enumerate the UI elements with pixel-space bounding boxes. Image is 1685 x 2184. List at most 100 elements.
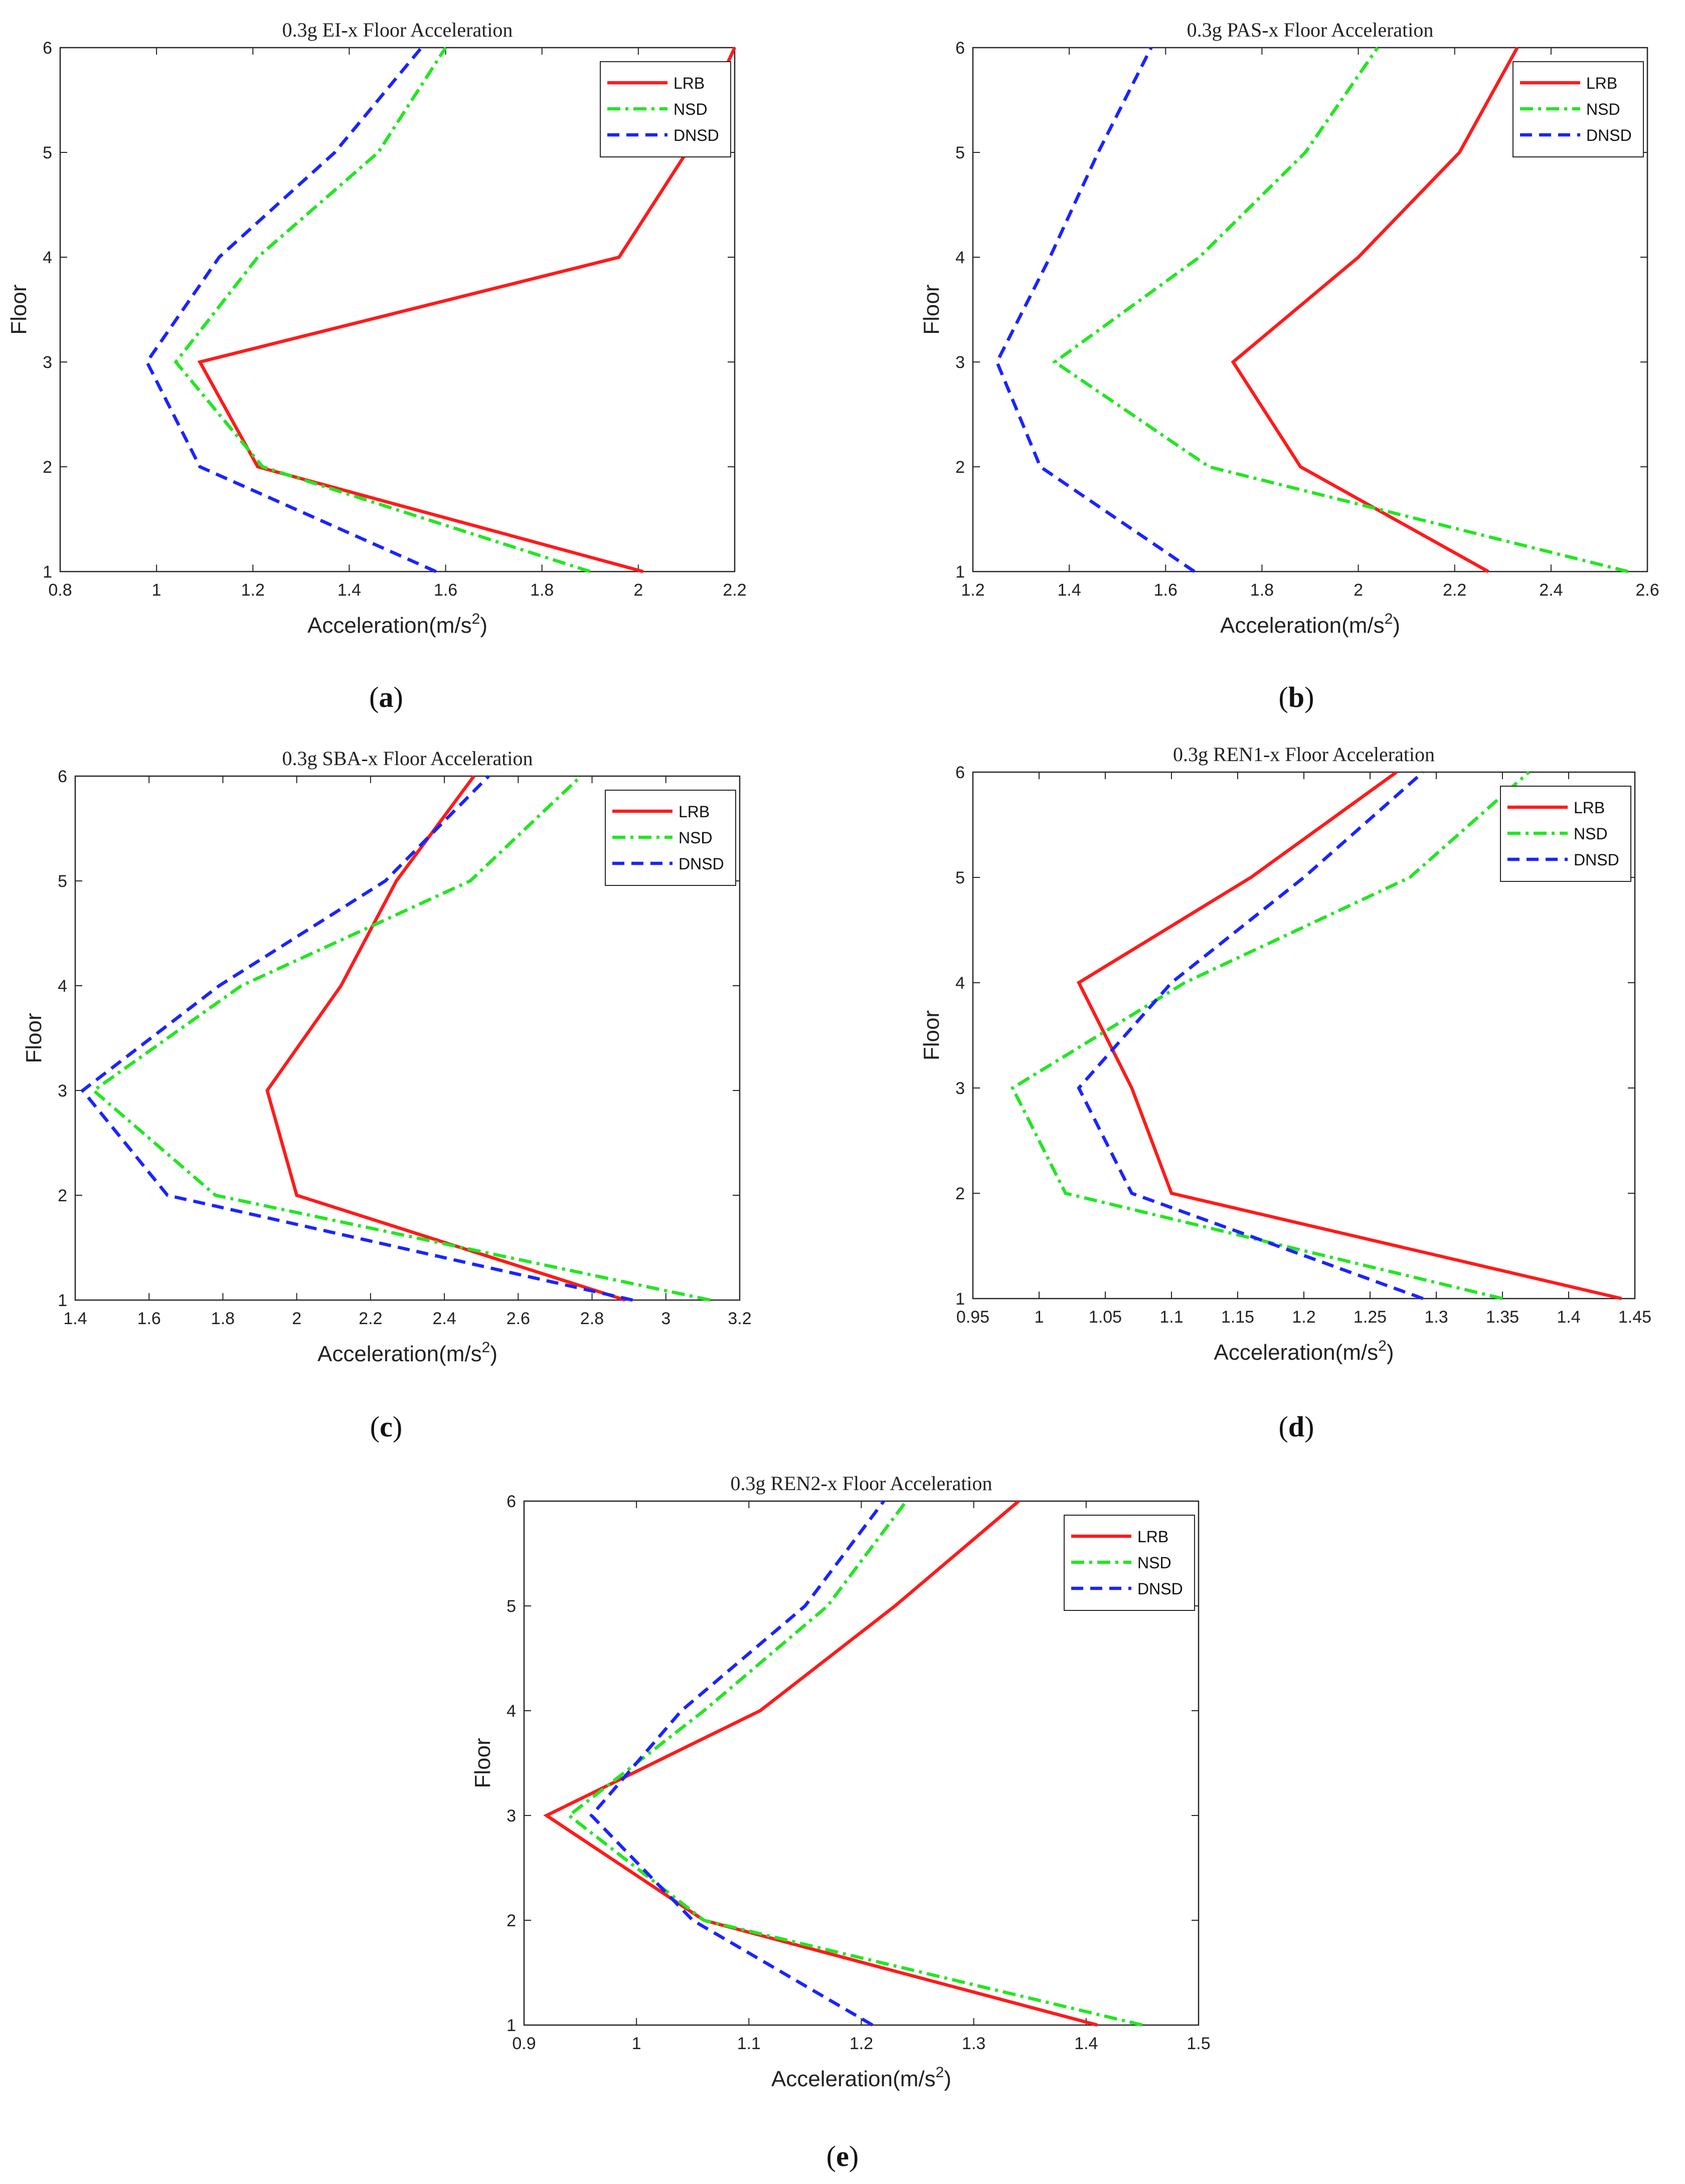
y-tick-label: 1 [955,1290,965,1309]
series-line-dnsd [995,47,1196,573]
panel-paren-close: ) [393,1410,402,1443]
y-tick-label: 6 [507,1492,516,1511]
x-tick-label: 1.8 [530,581,554,600]
x-tick-label: 1.4 [63,1309,87,1328]
legend-label-lrb: LRB [1574,799,1605,817]
y-tick-label: 4 [58,977,67,996]
y-tick-label: 5 [955,143,965,162]
y-tick-label: 1 [58,1291,67,1310]
x-tick-label: 0.9 [512,2034,536,2053]
x-tick-label: 1.1 [737,2034,761,2053]
y-tick-label: 3 [43,353,52,372]
x-tick-label: 2.6 [507,1309,530,1328]
x-tick-label: 1.8 [1250,581,1274,600]
x-tick-label: 1.35 [1486,1308,1519,1327]
x-axis-label: Acceleration(m/s2) [1214,1338,1394,1365]
y-tick-label: 5 [507,1597,516,1616]
chart-title: 0.3g EI-x Floor Acceleration [282,19,513,41]
y-axis-label: Floor [919,284,944,334]
legend: LRB NSD DNSD [1064,1515,1195,1611]
y-tick-label: 3 [507,1806,516,1826]
legend-label-nsd: NSD [1137,1554,1171,1572]
y-tick-label: 2 [507,1911,516,1930]
x-tick-label: 1.3 [1424,1308,1448,1327]
panel-paren-open: ( [1279,1410,1288,1443]
x-tick-label: 1.4 [1557,1308,1580,1327]
panel-label: (a) [369,681,403,713]
x-axis-label-superscript: 2 [472,611,480,627]
series-line-lrb [1076,771,1622,1301]
panel-letter: d [1288,1410,1304,1443]
series-line-nsd [91,775,711,1302]
series-line-dnsd [145,46,437,573]
panel-paren-open: ( [369,681,379,713]
y-axis-label: Floor [22,1013,46,1063]
y-tick-label: 1 [507,2016,516,2035]
y-tick-label: 3 [955,1079,965,1098]
x-axis-label-text: Acceleration(m/s [307,613,472,638]
panel-paren-close: ) [394,681,403,713]
chart-title: 0.3g REN1-x Floor Acceleration [1173,743,1435,766]
x-tick-label: 2.2 [1443,581,1466,600]
x-tick-label: 1.1 [1159,1308,1183,1327]
x-tick-label: 2 [1354,581,1363,600]
x-tick-label: 1.6 [434,581,457,600]
chart-title: 0.3g PAS-x Floor Acceleration [1187,19,1434,41]
panel-paren-open: ( [370,1410,380,1443]
series-line-lrb [543,1500,1098,2027]
x-tick-label: 2.8 [580,1309,604,1328]
legend-label-lrb: LRB [673,74,705,92]
x-axis-label-superscript: 2 [482,1339,490,1356]
x-axis-label-text: Acceleration(m/s [317,1342,482,1366]
legend-label-dnsd: DNSD [1574,851,1619,869]
panel-label: (d) [1279,1410,1314,1443]
legend-box [1064,1515,1195,1611]
y-tick-label: 3 [58,1081,67,1101]
legend-label-dnsd: DNSD [1586,126,1632,144]
legend-label-lrb: LRB [1586,74,1617,92]
panel-label: (b) [1279,681,1314,713]
y-tick-label: 6 [955,39,965,58]
x-axis-label: Acceleration(m/s2) [1220,611,1400,638]
panel-paren-close: ) [1304,681,1314,713]
legend: LRB NSD DNSD [600,61,731,157]
x-tick-label: 3.2 [728,1309,751,1328]
x-tick-label: 1 [632,2034,641,2053]
panel-label: (c) [370,1410,402,1443]
x-axis-label-superscript: 2 [936,2064,944,2081]
panel-label: (e) [826,2140,859,2172]
panel-letter: c [380,1410,393,1443]
y-axis-label: Floor [7,284,31,334]
chart-title: 0.3g SBA-x Floor Acceleration [282,747,533,770]
x-tick-label: 2 [292,1309,301,1328]
x-tick-label: 1.4 [1058,581,1081,600]
x-tick-label: 2.6 [1635,581,1659,600]
y-tick-label: 6 [58,767,67,786]
x-tick-label: 1.2 [241,581,265,600]
x-tick-label: 1.2 [1292,1308,1315,1327]
series-line-dnsd [589,1500,885,2027]
x-tick-label: 2 [633,581,643,600]
y-tick-label: 5 [43,143,52,162]
panel-paren-close: ) [849,2140,859,2172]
y-tick-label: 2 [58,1186,67,1205]
x-tick-label: 2.2 [359,1309,382,1328]
x-tick-label: 1.25 [1354,1308,1387,1327]
x-tick-label: 1 [152,581,161,600]
panel-paren-open: ( [1279,681,1288,713]
x-tick-label: 1.4 [1074,2034,1098,2053]
x-axis-label-superscript: 2 [1378,1338,1387,1354]
chart-panel-c: 1.4 1.6 1.8 2 2.2 2.4 2.6 2.8 3 3.2 1 2 3 4 5 6 0.3g SBA… [22,747,752,1443]
y-tick-label: 5 [955,868,965,887]
series-line-dnsd [80,775,633,1302]
panel-paren-open: ( [826,2140,836,2172]
x-tick-label: 1.5 [1187,2034,1210,2053]
y-tick-label: 4 [955,974,965,993]
x-axis-label: Acceleration(m/s2) [317,1339,497,1366]
series-line-nsd [1010,771,1530,1301]
legend-label-dnsd: DNSD [673,126,719,144]
x-axis-label-suffix: ) [480,613,487,638]
legend-label-dnsd: DNSD [1137,1580,1183,1598]
